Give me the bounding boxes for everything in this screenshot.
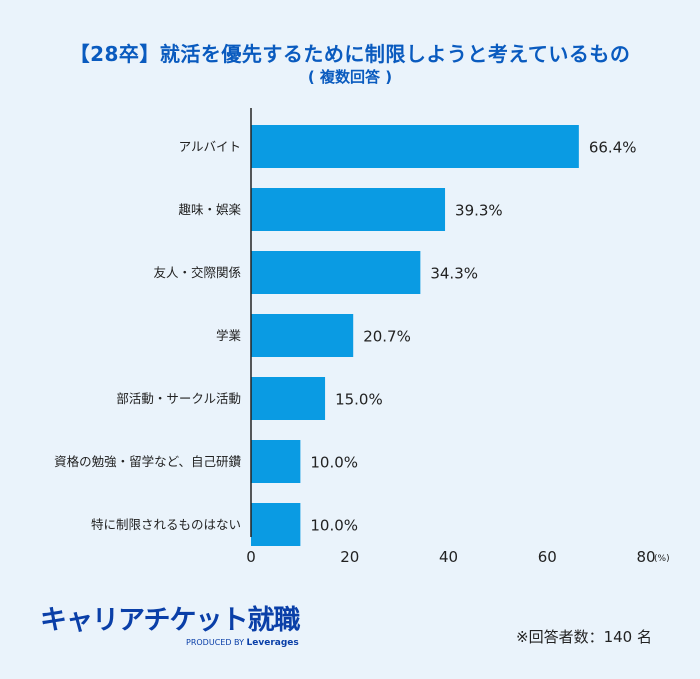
value-label-0: 66.4% (589, 139, 637, 157)
bar-2 (251, 251, 421, 294)
category-label-2: 友人・交際関係 (153, 265, 241, 280)
bars-group (251, 125, 579, 546)
value-label-1: 39.3% (455, 202, 503, 220)
category-label-5: 資格の勉強・留学など、自己研鑽 (54, 454, 241, 469)
brand-logo: キャリアチケット就職 PRODUCED BY Leverages (40, 598, 300, 654)
category-label-1: 趣味・娯楽 (178, 202, 241, 217)
x-tick-labels: 0 20 40 60 80 (246, 548, 655, 566)
x-tick-3: 60 (538, 548, 557, 566)
bar-3 (251, 314, 354, 357)
category-label-4: 部活動・サークル活動 (116, 391, 241, 406)
logo-produced-by: PRODUCED BY Leverages (186, 638, 299, 648)
value-label-2: 34.3% (430, 265, 478, 283)
x-tick-2: 40 (439, 548, 458, 566)
category-label-0: アルバイト (179, 139, 241, 154)
bar-1 (251, 188, 446, 231)
bar-4 (251, 377, 326, 420)
logo-name: キャリアチケット就職 (40, 605, 300, 636)
bar-6 (251, 503, 301, 546)
x-tick-4: 80 (636, 548, 655, 566)
x-tick-0: 0 (246, 548, 256, 566)
value-label-5: 10.0% (310, 454, 358, 472)
x-tick-1: 20 (340, 548, 359, 566)
chart-title: 【28卒】就活を優先するために制限しようと考えているもの (69, 42, 631, 66)
bar-5 (251, 440, 301, 483)
category-labels: アルバイト趣味・娯楽友人・交際関係学業部活動・サークル活動資格の勉強・留学など、… (54, 139, 241, 532)
value-label-3: 20.7% (363, 328, 411, 346)
bar-chart: アルバイト趣味・娯楽友人・交際関係学業部活動・サークル活動資格の勉強・留学など、… (54, 108, 670, 566)
value-label-6: 10.0% (310, 517, 358, 535)
value-labels: 66.4% 39.3% 34.3% 20.7% 15.0% 10.0% 10.0% (310, 139, 636, 535)
respondent-note: ※回答者数：140 名 (516, 628, 652, 646)
chart-subtitle: ( 複数回答 ) (307, 68, 393, 86)
category-label-6: 特に制限されるものはない (91, 517, 241, 532)
value-label-4: 15.0% (335, 391, 383, 409)
logo-produced-by-text: PRODUCED BY (186, 638, 244, 647)
logo-brand: Leverages (246, 638, 299, 648)
x-unit-label: (%) (654, 554, 670, 564)
category-label-3: 学業 (216, 328, 242, 343)
bar-0 (251, 125, 579, 168)
